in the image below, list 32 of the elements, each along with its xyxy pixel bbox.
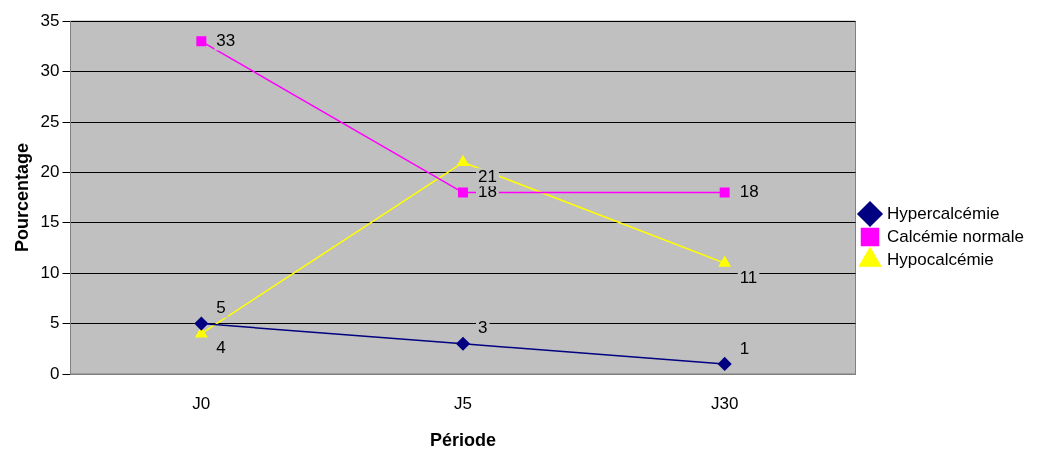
y-tick-label: 5 [50,313,60,333]
point [458,187,468,198]
x-tick-label: J0 [192,393,211,413]
data-label: 11 [739,267,758,287]
legend-label: Hypercalcémie [887,203,1000,223]
legend-label: Calcémie normale [887,226,1024,246]
point [719,187,730,198]
y-tick-label: 30 [40,61,60,81]
point [196,36,207,47]
y-tick-label: 0 [50,363,60,383]
y-tick-label: 15 [40,212,60,232]
y-tick-label: 25 [40,111,60,131]
data-label: 18 [739,182,759,202]
y-tick-label: 20 [40,162,60,182]
x-axis-title: Période [429,430,497,451]
point [456,337,470,351]
point [194,316,209,331]
data-label: 33 [216,31,236,51]
y-tick-label: 10 [40,262,60,282]
data-label: 1 [739,338,750,358]
data-label: 4 [216,338,226,358]
x-tick-label: J30 [710,393,739,413]
point [718,256,731,267]
point [717,357,732,371]
point [457,155,469,167]
data-label: 5 [216,298,226,318]
data-label: 3 [478,318,488,338]
x-tick-label: J5 [454,393,472,413]
y-tick-label: 35 [40,10,60,30]
legend-label: Hypocalcémie [887,249,994,269]
data-label: 21 [478,167,497,187]
y-axis-title: Pourcentage [11,143,32,253]
